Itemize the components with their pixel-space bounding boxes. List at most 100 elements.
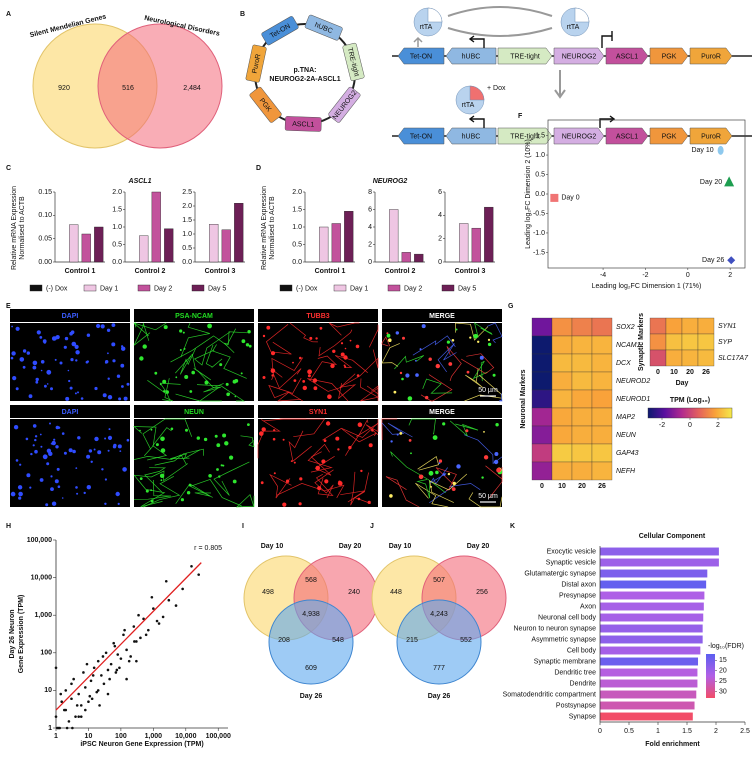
neurite <box>277 377 302 402</box>
cell <box>430 485 432 488</box>
cell <box>232 379 237 384</box>
cell <box>107 352 109 355</box>
cell <box>160 436 165 442</box>
x-tick-label: 0 <box>598 728 602 735</box>
cell <box>40 360 45 364</box>
cell <box>71 341 77 347</box>
cell <box>83 491 86 495</box>
y-tick-label: 1.5 <box>292 206 302 213</box>
column-label: 20 <box>578 483 586 490</box>
cell <box>115 491 120 497</box>
y-tick-label: 1,000 <box>34 612 52 619</box>
cell <box>53 438 56 441</box>
cell <box>343 355 348 360</box>
element-label: PuroR <box>701 133 721 140</box>
row-label: GAP43 <box>616 450 639 457</box>
element-label: Tet-ON <box>410 53 432 60</box>
cassette-element <box>553 127 605 145</box>
cell <box>67 369 70 372</box>
cell <box>393 390 397 394</box>
cell <box>432 435 438 440</box>
cell <box>319 326 323 330</box>
cassette-element <box>689 47 733 65</box>
point <box>127 659 131 663</box>
cell <box>59 361 63 365</box>
point <box>114 671 118 674</box>
series-label: Day 20 <box>700 179 722 186</box>
cell <box>54 358 57 361</box>
neurite <box>422 378 453 394</box>
legend-swatch <box>441 284 455 292</box>
set-label: Day 10 <box>389 543 412 550</box>
x-tick-label: -4 <box>600 272 606 279</box>
bar <box>401 252 411 263</box>
cell <box>90 460 93 463</box>
cell <box>495 423 499 427</box>
neurite <box>307 378 349 402</box>
neurite <box>328 322 360 336</box>
chart-title: NEUROG2 <box>373 178 408 185</box>
point <box>197 573 200 576</box>
row-label: NEUROD1 <box>616 396 650 403</box>
cell <box>337 448 340 451</box>
cell <box>340 352 345 357</box>
cell <box>51 501 57 506</box>
y-tick-label: 6 <box>438 189 442 196</box>
y-tick-label: 0.15 <box>38 189 52 196</box>
cell <box>30 452 33 456</box>
element-label: Tet-ON <box>410 133 432 140</box>
cell <box>17 485 23 490</box>
cell <box>106 328 111 332</box>
y-tick-label: 10,000 <box>31 574 53 581</box>
colorbar-tick-label: 2 <box>716 422 720 429</box>
cell <box>126 382 130 386</box>
cell <box>119 450 122 452</box>
cell <box>34 438 37 442</box>
legend-swatch <box>29 284 43 292</box>
channel-label: DAPI <box>62 409 79 416</box>
bar <box>600 690 697 699</box>
neurite <box>366 385 379 401</box>
neurite <box>133 322 167 337</box>
category-label: Synaptic vesicle <box>546 559 596 566</box>
bar <box>209 223 219 263</box>
point <box>89 679 93 683</box>
bar <box>600 569 708 578</box>
bar <box>459 223 469 263</box>
cell <box>101 468 104 471</box>
y-tick-label: 1.0 <box>535 152 545 159</box>
day-label: Day <box>676 380 689 387</box>
heatmap-cell <box>531 425 553 445</box>
panel-letter: H <box>6 523 11 530</box>
heatmap-title: Synaptic Markers <box>638 313 645 371</box>
cell <box>448 362 453 366</box>
heatmap-cell <box>551 443 573 463</box>
neurite <box>265 324 292 355</box>
neurite <box>449 420 479 437</box>
cell <box>55 425 60 430</box>
cell <box>75 486 78 489</box>
venn-set <box>97 23 223 149</box>
x-tick-label: 0 <box>686 272 690 279</box>
point <box>122 633 125 637</box>
cell <box>479 355 484 360</box>
bar <box>600 701 695 710</box>
point <box>724 176 735 187</box>
heatmap-cell <box>531 389 553 409</box>
cell <box>368 443 373 448</box>
bar <box>600 635 703 644</box>
x-tick-label: 1 <box>54 733 58 740</box>
panel-letter: D <box>256 165 261 172</box>
label-band <box>258 405 378 418</box>
bar <box>600 712 693 721</box>
cell <box>396 433 399 436</box>
cell <box>15 459 19 462</box>
point <box>106 668 110 672</box>
cell <box>55 445 59 449</box>
cell <box>425 395 429 400</box>
cell <box>39 478 44 482</box>
cell <box>163 390 166 393</box>
cell <box>35 380 39 384</box>
x-axis-label: Fold enrichment <box>645 741 700 748</box>
neurite <box>205 344 223 369</box>
